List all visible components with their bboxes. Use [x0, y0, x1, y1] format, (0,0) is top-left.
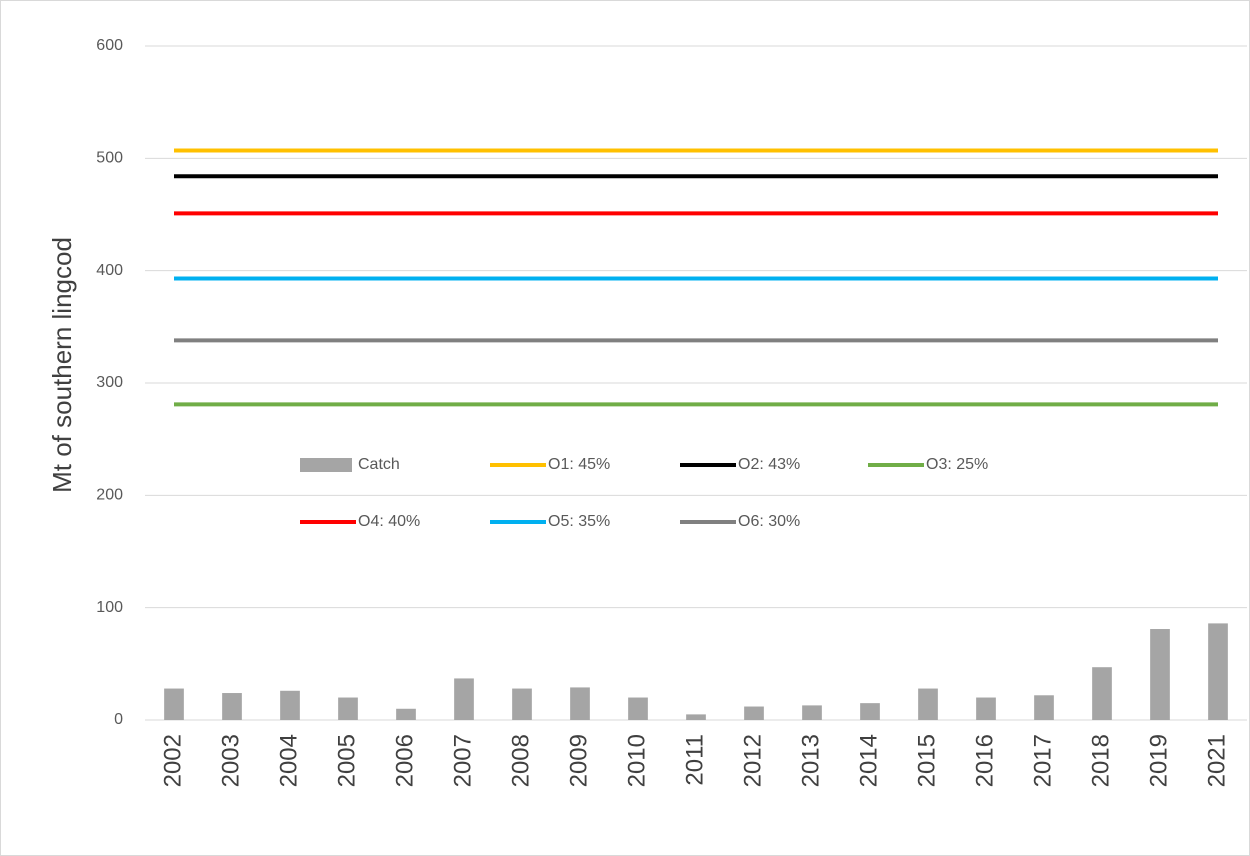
x-tick-label: 2014: [855, 734, 882, 787]
x-tick-label: 2018: [1087, 734, 1114, 787]
y-tick-label: 0: [114, 711, 123, 728]
x-tick-label: 2002: [159, 734, 186, 787]
bar: [628, 697, 648, 720]
bar: [976, 697, 996, 720]
legend-label: O4: 40%: [358, 513, 420, 530]
bar: [918, 688, 938, 720]
legend-swatch: [300, 458, 352, 472]
bar: [860, 703, 880, 720]
x-tick-label: 2003: [217, 734, 244, 787]
y-tick-label: 200: [96, 487, 123, 504]
x-tick-label: 2007: [449, 734, 476, 787]
y-axis-label: Mt of southern lingcod: [47, 237, 77, 493]
x-tick-label: 2009: [565, 734, 592, 787]
bar: [396, 708, 416, 720]
x-tick-label: 2021: [1203, 734, 1230, 787]
x-tick-label: 2011: [681, 734, 708, 786]
bar: [744, 706, 764, 720]
y-tick-label: 300: [96, 374, 123, 391]
bar: [802, 705, 822, 720]
bar: [222, 693, 242, 720]
x-tick-label: 2006: [391, 734, 418, 787]
x-tick-label: 2015: [913, 734, 940, 787]
bar: [164, 688, 184, 720]
legend-label: O1: 45%: [548, 456, 610, 473]
bar: [1150, 629, 1170, 720]
bar: [570, 687, 590, 720]
bar: [338, 697, 358, 720]
legend-label: Catch: [358, 456, 400, 473]
legend-label: O6: 30%: [738, 513, 800, 530]
x-tick-label: 2004: [275, 734, 302, 787]
x-tick-label: 2010: [623, 734, 650, 787]
y-tick-label: 100: [96, 599, 123, 616]
bar: [280, 690, 300, 720]
bar: [1034, 695, 1054, 720]
bar: [686, 714, 706, 720]
bar: [454, 678, 474, 720]
legend-label: O3: 25%: [926, 456, 988, 473]
x-tick-label: 2017: [1029, 734, 1056, 787]
x-tick-label: 2012: [739, 734, 766, 787]
x-tick-label: 2008: [507, 734, 534, 787]
bar: [1092, 667, 1112, 720]
y-tick-label: 500: [96, 150, 123, 167]
x-tick-label: 2005: [333, 734, 360, 787]
y-tick-label: 400: [96, 262, 123, 279]
y-tick-label: 600: [96, 37, 123, 54]
bar: [1208, 623, 1228, 720]
legend-label: O5: 35%: [548, 513, 610, 530]
legend-label: O2: 43%: [738, 456, 800, 473]
x-tick-label: 2019: [1145, 734, 1172, 787]
bar: [512, 688, 532, 720]
x-tick-label: 2016: [971, 734, 998, 787]
x-tick-label: 2013: [797, 734, 824, 787]
